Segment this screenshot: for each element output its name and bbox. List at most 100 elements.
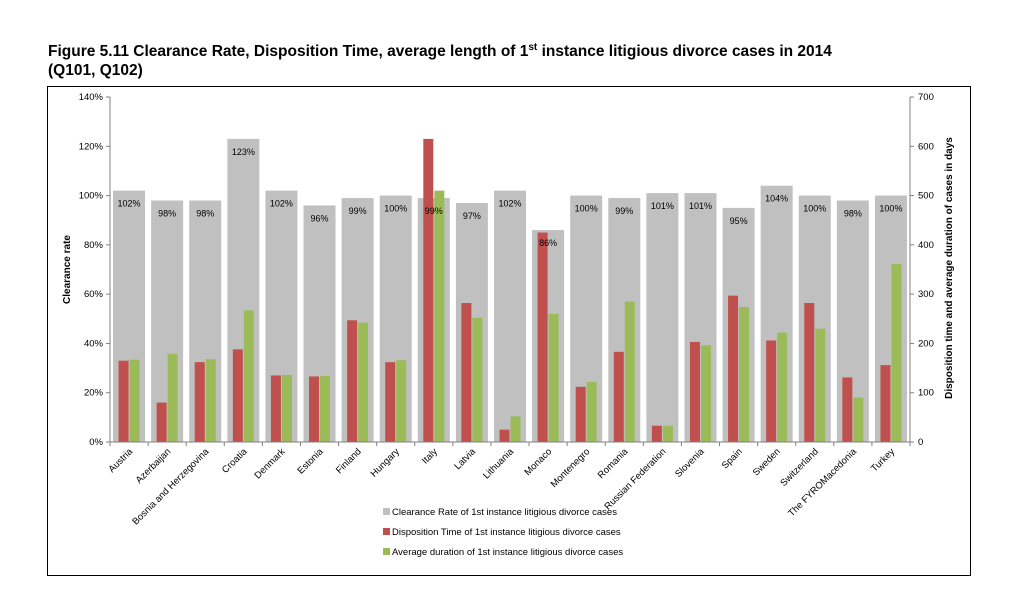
y2-axis-title: Disposition time and average duration of… bbox=[944, 137, 955, 399]
chart-frame bbox=[47, 86, 971, 576]
bar-disposition-time bbox=[499, 429, 510, 442]
bar-disposition-time bbox=[537, 232, 548, 442]
y2-tick-label: 500 bbox=[918, 191, 934, 202]
category-label: Estonia bbox=[295, 446, 326, 477]
bar-clearance-rate bbox=[684, 193, 717, 442]
bar-clearance-rate bbox=[722, 207, 755, 442]
bar-disposition-time bbox=[804, 303, 815, 442]
title-line2: (Q101, Q102) bbox=[48, 62, 143, 79]
bar-disposition-time bbox=[766, 340, 777, 442]
bar-average-duration bbox=[205, 359, 216, 442]
category-label: Romania bbox=[596, 446, 631, 481]
y2-tick-label: 700 bbox=[918, 92, 934, 103]
y2-tick-label: 600 bbox=[918, 141, 934, 152]
category-label: Spain bbox=[720, 446, 745, 471]
category-label: Turkey bbox=[869, 446, 897, 474]
category-label: Croatia bbox=[220, 446, 250, 476]
bar-disposition-time bbox=[118, 360, 129, 442]
bar-disposition-time bbox=[270, 375, 281, 442]
category-label: Hungary bbox=[369, 446, 402, 479]
data-label: 95% bbox=[730, 216, 748, 226]
y-tick-label: 100% bbox=[79, 191, 104, 202]
y-tick-label: 0% bbox=[89, 437, 103, 448]
bar-clearance-rate bbox=[532, 230, 565, 442]
bar-average-duration bbox=[777, 332, 788, 442]
bar-disposition-time bbox=[728, 295, 739, 442]
category-label: Austria bbox=[106, 446, 135, 475]
axes-layer: 0% 20% 40% 60% 80% 100% 120% 140% 0 100 200 300 400 5… bbox=[62, 92, 955, 448]
legend: Clearance Rate of 1st instance litigious… bbox=[383, 507, 623, 558]
category-label: Lithuania bbox=[481, 446, 517, 482]
bar-average-duration bbox=[510, 416, 521, 442]
y-tick-label: 40% bbox=[84, 338, 104, 349]
bar-clearance-rate bbox=[265, 190, 298, 442]
bar-disposition-time bbox=[575, 386, 586, 442]
bar-clearance-rate bbox=[379, 195, 412, 442]
category-label: Montenegro bbox=[549, 446, 593, 490]
bar-disposition-time bbox=[842, 377, 853, 442]
title-line1-post: instance litigious divorce cases in 2014 bbox=[537, 43, 832, 60]
y2-tick-label: 300 bbox=[918, 289, 934, 300]
data-label: 99% bbox=[349, 206, 367, 216]
category-label: Latvia bbox=[452, 446, 478, 472]
bar-average-duration bbox=[281, 374, 292, 442]
bar-clearance-rate bbox=[836, 200, 869, 442]
bar-disposition-time bbox=[347, 320, 358, 442]
y-tick-label: 140% bbox=[79, 92, 104, 103]
legend-swatch bbox=[383, 528, 390, 535]
category-label: Bosnia and Herzegovina bbox=[130, 446, 211, 527]
bar-clearance-rate bbox=[798, 195, 831, 442]
data-label: 101% bbox=[689, 201, 712, 211]
bar-average-duration bbox=[853, 397, 864, 442]
legend-label: Disposition Time of 1st instance litigio… bbox=[392, 527, 621, 538]
bar-clearance-rate bbox=[455, 202, 488, 442]
bar-clearance-rate bbox=[494, 190, 526, 442]
bar-average-duration bbox=[167, 353, 178, 442]
category-label: Finland bbox=[334, 446, 364, 476]
bar-average-duration bbox=[891, 264, 902, 442]
y-tick-label: 20% bbox=[84, 388, 104, 399]
bar-clearance-rate bbox=[113, 190, 146, 442]
bar-clearance-rate bbox=[189, 200, 222, 442]
bar-clearance-rate bbox=[760, 185, 793, 442]
bar-average-duration bbox=[739, 306, 750, 442]
bar-disposition-time bbox=[423, 138, 434, 442]
bar-disposition-time bbox=[461, 303, 472, 442]
data-label: 99% bbox=[425, 206, 443, 216]
category-label: Sweden bbox=[751, 446, 783, 478]
data-label: 102% bbox=[498, 199, 521, 209]
bar-average-duration bbox=[662, 425, 673, 442]
bar-average-duration bbox=[700, 345, 711, 442]
bar-disposition-time bbox=[651, 425, 662, 442]
data-label: 104% bbox=[765, 194, 788, 204]
bar-average-duration bbox=[129, 359, 140, 442]
y-tick-label: 80% bbox=[84, 240, 104, 251]
data-label: 102% bbox=[270, 199, 293, 209]
data-label: 100% bbox=[384, 204, 407, 214]
bar-disposition-time bbox=[385, 362, 396, 442]
data-label: 102% bbox=[118, 199, 141, 209]
category-label: Italy bbox=[420, 446, 440, 466]
bar-clearance-rate bbox=[874, 195, 907, 442]
data-label: 100% bbox=[575, 204, 598, 214]
bar-disposition-time bbox=[613, 351, 624, 442]
bar-clearance-rate bbox=[417, 198, 450, 442]
legend-label: Average duration of 1st instance litigio… bbox=[392, 547, 623, 558]
bar-average-duration bbox=[624, 301, 635, 442]
bar-disposition-time bbox=[880, 365, 891, 442]
bar-clearance-rate bbox=[646, 193, 679, 442]
legend-label: Clearance Rate of 1st instance litigious… bbox=[392, 507, 617, 518]
bar-average-duration bbox=[396, 360, 407, 442]
data-label: 98% bbox=[196, 209, 214, 219]
data-label: 97% bbox=[463, 211, 481, 221]
bar-disposition-time bbox=[309, 376, 320, 442]
category-label: Slovenia bbox=[673, 446, 707, 480]
bar-clearance-rate bbox=[151, 200, 184, 442]
bar-clearance-rate bbox=[341, 198, 374, 442]
data-label: 96% bbox=[311, 213, 329, 223]
y2-tick-label: 200 bbox=[918, 338, 934, 349]
bar-average-duration bbox=[586, 381, 597, 442]
data-label: 100% bbox=[803, 204, 826, 214]
y-tick-label: 60% bbox=[84, 289, 104, 300]
data-label: 86% bbox=[539, 238, 557, 248]
